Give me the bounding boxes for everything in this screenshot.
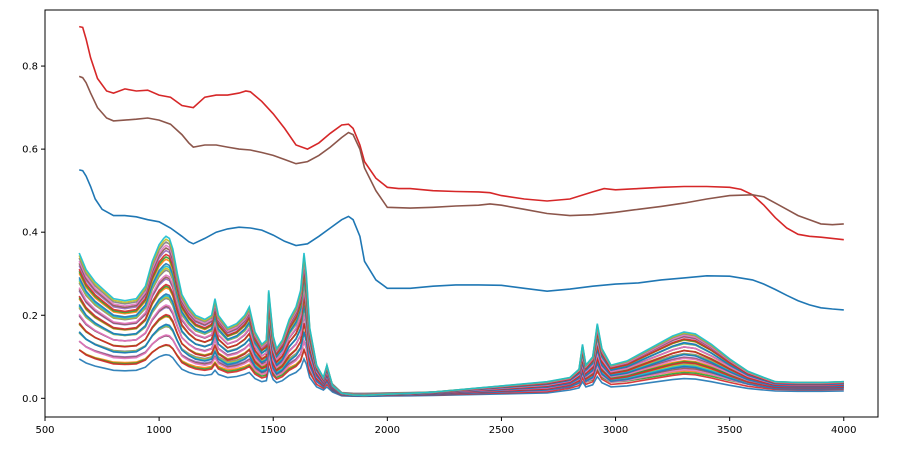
plot-frame: [44, 9, 879, 418]
x-tick-label: 3000: [603, 425, 628, 436]
y-tick-label: 0.8: [22, 62, 38, 73]
x-axis-ticks: 500 1000 1500 2000 2500 3000 3500 4000: [35, 417, 856, 436]
x-tick-label: 4000: [831, 425, 856, 436]
x-tick-label: 1000: [146, 425, 171, 436]
y-tick-label: 0.6: [22, 145, 38, 156]
y-tick-label: 0.4: [22, 228, 38, 239]
x-tick-label: 1500: [260, 425, 285, 436]
highlighted-series: [78, 25, 844, 311]
x-tick-label: 3500: [717, 425, 742, 436]
bundle-spectrum-line: [78, 334, 844, 397]
y-axis-ticks: 0.0 0.2 0.4 0.6 0.8: [22, 62, 45, 405]
y-tick-label: 0.0: [22, 394, 38, 405]
bundle-spectrum-line: [78, 353, 844, 398]
series-line-3: [79, 169, 844, 311]
y-tick-label: 0.2: [22, 311, 38, 322]
x-tick-label: 2500: [489, 425, 514, 436]
x-tick-label: 500: [35, 425, 54, 436]
bundle-spectrum-line: [78, 323, 844, 397]
bundle-spectrum-line: [78, 343, 844, 397]
bundle-spectrum-line: [78, 235, 844, 397]
x-tick-label: 2000: [375, 425, 400, 436]
series-line-2: [78, 75, 844, 226]
series-line-1: [79, 25, 844, 241]
spectra-bundle: [78, 235, 844, 398]
